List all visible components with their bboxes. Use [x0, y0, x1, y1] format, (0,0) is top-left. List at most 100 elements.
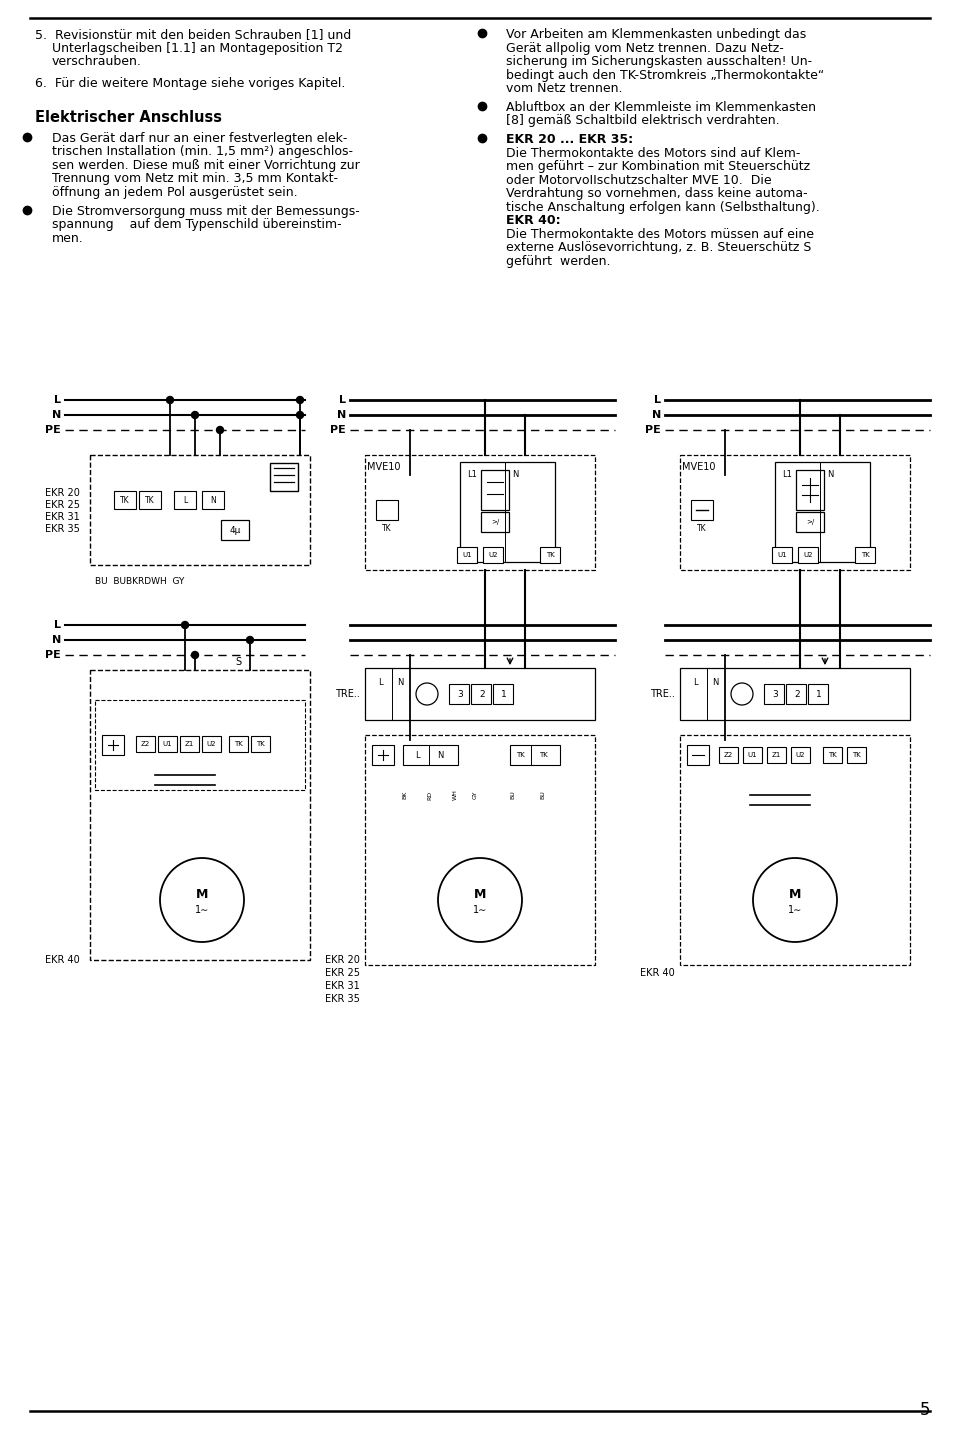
Text: N: N: [52, 634, 61, 644]
Text: TK: TK: [852, 752, 860, 757]
Bar: [743, 747, 762, 763]
Text: GY: GY: [472, 790, 477, 799]
Text: N: N: [512, 470, 518, 479]
Text: sicherung im Sicherungskasten ausschalten! Un-: sicherung im Sicherungskasten ausschalte…: [506, 54, 812, 69]
Text: EKR 31: EKR 31: [45, 512, 80, 522]
Bar: [90, 454, 310, 564]
Bar: [680, 454, 910, 570]
Text: L: L: [182, 496, 187, 504]
Bar: [855, 547, 875, 563]
Bar: [229, 736, 248, 752]
Text: Z2: Z2: [140, 742, 150, 747]
Circle shape: [378, 502, 396, 519]
Text: TK: TK: [697, 524, 707, 533]
Circle shape: [753, 857, 837, 942]
Text: Verdrahtung so vornehmen, dass keine automa-: Verdrahtung so vornehmen, dass keine aut…: [506, 187, 807, 200]
Circle shape: [181, 622, 188, 629]
Text: 2: 2: [479, 690, 485, 699]
Text: externe Auslösevorrichtung, z. B. Steuerschütz S: externe Auslösevorrichtung, z. B. Steuer…: [506, 242, 811, 254]
Bar: [102, 735, 124, 755]
Text: L: L: [54, 620, 61, 630]
Text: EKR 40: EKR 40: [640, 967, 675, 977]
Text: 3: 3: [772, 690, 778, 699]
Bar: [174, 492, 196, 509]
Bar: [493, 684, 513, 704]
Circle shape: [191, 412, 199, 419]
Circle shape: [731, 683, 753, 704]
Text: 4μ: 4μ: [229, 526, 241, 534]
Bar: [767, 747, 786, 763]
Text: sen werden. Diese muß mit einer Vorrichtung zur: sen werden. Diese muß mit einer Vorricht…: [52, 159, 360, 171]
Text: Elektrischer Anschluss: Elektrischer Anschluss: [35, 110, 222, 126]
Text: U1: U1: [462, 552, 471, 557]
Bar: [95, 700, 305, 790]
Bar: [460, 462, 555, 562]
Text: L: L: [339, 394, 346, 404]
Text: Vor Arbeiten am Klemmenkasten unbedingt das: Vor Arbeiten am Klemmenkasten unbedingt …: [506, 29, 806, 41]
Bar: [114, 492, 136, 509]
Text: men.: men.: [52, 231, 84, 244]
Text: TK: TK: [145, 496, 155, 504]
Circle shape: [217, 426, 224, 433]
Text: N: N: [437, 750, 444, 759]
Text: N: N: [827, 470, 833, 479]
Text: EKR 20: EKR 20: [45, 487, 80, 497]
Text: TK: TK: [860, 552, 870, 557]
Text: EKR 35: EKR 35: [45, 524, 80, 534]
Text: MVE10: MVE10: [367, 462, 400, 472]
Text: M: M: [474, 887, 486, 900]
Text: Die Stromversorgung muss mit der Bemessungs-: Die Stromversorgung muss mit der Bemessu…: [52, 204, 360, 217]
Text: BK: BK: [402, 790, 407, 799]
Bar: [365, 454, 595, 570]
Bar: [691, 500, 713, 520]
Text: L: L: [377, 677, 382, 687]
Text: TK: TK: [382, 524, 392, 533]
Text: S: S: [235, 657, 241, 667]
Text: M: M: [789, 887, 802, 900]
Bar: [680, 667, 910, 720]
Bar: [796, 512, 824, 532]
Text: Trennung vom Netz mit min. 3,5 mm Kontakt-: Trennung vom Netz mit min. 3,5 mm Kontak…: [52, 173, 338, 186]
Bar: [202, 736, 221, 752]
Bar: [847, 747, 866, 763]
Text: oder MotorvoIIschutzschalter MVE 10.  Die: oder MotorvoIIschutzschalter MVE 10. Die: [506, 174, 772, 187]
Bar: [510, 745, 560, 765]
Text: U2: U2: [795, 752, 804, 757]
Circle shape: [689, 746, 707, 765]
Text: 1∼: 1∼: [473, 905, 487, 915]
Bar: [365, 735, 595, 965]
Text: vom Netz trennen.: vom Netz trennen.: [506, 81, 622, 94]
Bar: [270, 463, 298, 492]
Text: N: N: [711, 677, 718, 687]
Text: men geführt – zur Kombination mit Steuerschütz: men geführt – zur Kombination mit Steuer…: [506, 160, 810, 173]
Text: TRE..: TRE..: [335, 689, 360, 699]
Bar: [365, 667, 595, 720]
Text: >/: >/: [491, 519, 499, 524]
Bar: [798, 547, 818, 563]
Text: N: N: [52, 410, 61, 420]
Text: 1: 1: [816, 690, 822, 699]
Bar: [680, 735, 910, 965]
Bar: [483, 547, 503, 563]
Circle shape: [160, 857, 244, 942]
Text: U2: U2: [206, 742, 216, 747]
Text: TK: TK: [255, 742, 264, 747]
Text: 5: 5: [920, 1400, 930, 1419]
Text: L1: L1: [468, 470, 477, 479]
Bar: [786, 684, 806, 704]
Text: spannung    auf dem Typenschild übereinstim-: spannung auf dem Typenschild übereinstim…: [52, 219, 342, 231]
Text: BU  BUBKRDWH  GY: BU BUBKRDWH GY: [95, 577, 184, 586]
Text: geführt  werden.: geführt werden.: [506, 254, 611, 267]
Bar: [481, 470, 509, 510]
Text: L: L: [415, 750, 420, 759]
Bar: [136, 736, 155, 752]
Text: 6.  Für die weitere Montage siehe voriges Kapitel.: 6. Für die weitere Montage siehe voriges…: [35, 77, 346, 90]
Text: MVE10: MVE10: [682, 462, 715, 472]
Text: L: L: [654, 394, 661, 404]
Text: Z2: Z2: [724, 752, 732, 757]
Bar: [791, 747, 810, 763]
Circle shape: [105, 737, 121, 753]
Bar: [202, 492, 224, 509]
Text: PE: PE: [45, 650, 61, 660]
Circle shape: [416, 683, 438, 704]
